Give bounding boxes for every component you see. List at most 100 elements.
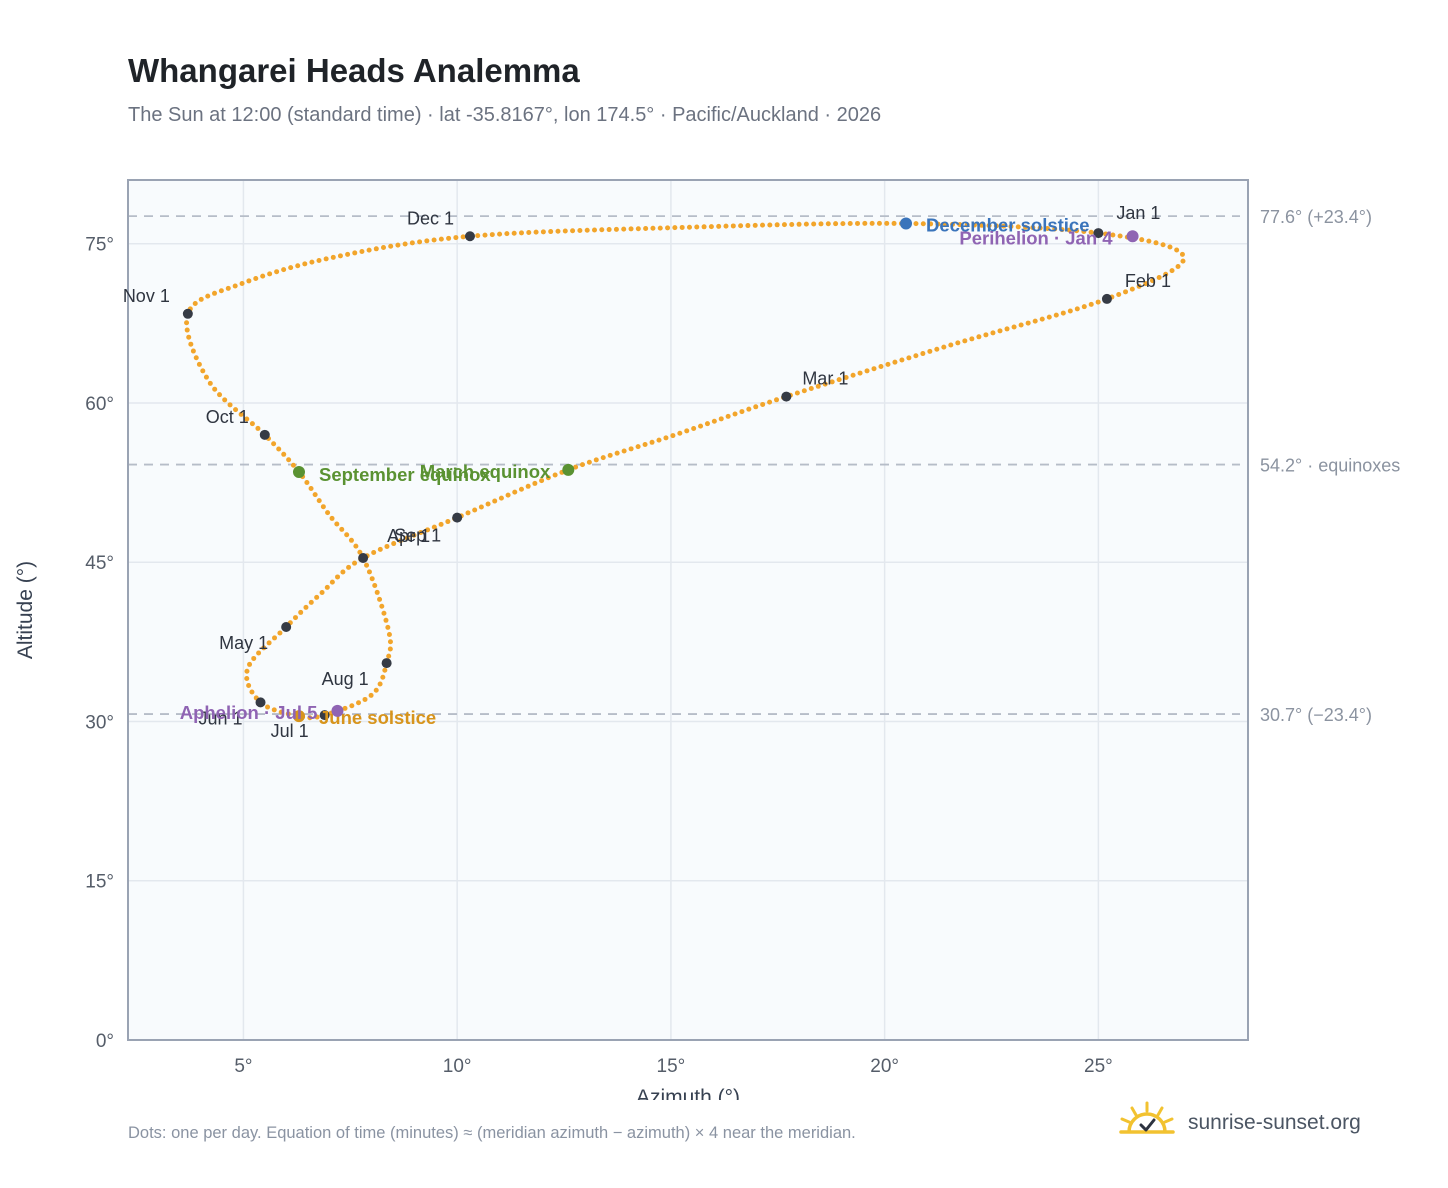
event-marker	[900, 217, 913, 230]
day-dot	[388, 243, 394, 249]
day-dot	[526, 230, 532, 236]
day-dot	[789, 221, 795, 227]
day-dot	[278, 709, 284, 715]
day-dot	[205, 293, 211, 299]
day-dot	[986, 223, 992, 229]
day-dot	[372, 583, 378, 589]
day-dot	[337, 253, 343, 259]
day-dot	[307, 715, 313, 721]
day-dot	[1156, 275, 1162, 281]
day-dot	[971, 222, 977, 228]
day-dot	[811, 221, 817, 227]
day-dot	[732, 411, 738, 417]
day-dot	[1088, 229, 1094, 235]
day-dot	[942, 221, 948, 227]
day-dot	[342, 705, 348, 711]
event-label: Aphelion · Jul 5	[180, 702, 318, 723]
day-dot	[377, 546, 383, 552]
day-dot	[1117, 233, 1123, 239]
day-dot	[525, 483, 531, 489]
day-dot	[679, 224, 685, 230]
day-dot	[1139, 237, 1145, 243]
y-axis-label: Altitude (°)	[14, 561, 37, 659]
day-dot	[607, 452, 613, 458]
x-tick-label: 5°	[234, 1056, 252, 1077]
day-dot	[190, 348, 196, 354]
reference-line-label: 77.6° (+23.4°)	[1260, 207, 1372, 227]
day-dot	[489, 232, 495, 238]
day-dot	[381, 610, 387, 616]
day-dot	[266, 640, 272, 646]
day-dot	[212, 290, 218, 296]
day-dot	[368, 692, 374, 698]
day-dot	[1032, 318, 1038, 324]
day-dot	[424, 238, 430, 244]
day-dot	[261, 645, 267, 651]
day-dot	[708, 224, 714, 230]
day-dot	[472, 507, 478, 513]
day-dot	[586, 459, 592, 465]
day-dot	[1023, 224, 1029, 230]
day-dot	[377, 596, 383, 602]
day-dot	[387, 639, 393, 645]
day-dot	[1129, 286, 1135, 292]
day-dot	[614, 450, 620, 456]
month-marker	[464, 231, 475, 242]
day-dot	[899, 357, 905, 363]
y-tick-label: 45°	[85, 553, 114, 574]
day-dot	[344, 532, 350, 538]
day-dot	[265, 704, 271, 710]
day-dot	[1116, 291, 1122, 297]
day-dot	[964, 222, 970, 228]
day-dot	[1143, 281, 1149, 287]
day-dot	[628, 446, 634, 452]
event-marker	[562, 463, 575, 476]
day-dot	[570, 228, 576, 234]
day-dot	[417, 239, 423, 245]
day-dot	[329, 579, 335, 585]
day-dot	[1136, 283, 1142, 289]
day-dot	[438, 236, 444, 242]
day-dot	[386, 631, 392, 637]
day-dot	[312, 492, 318, 498]
month-marker	[381, 658, 392, 669]
day-dot	[238, 411, 244, 417]
day-dot	[774, 222, 780, 228]
day-dot	[600, 455, 606, 461]
day-dot	[1174, 247, 1180, 253]
day-dot	[913, 221, 919, 227]
day-dot	[920, 221, 926, 227]
day-dot	[794, 390, 800, 396]
plot-area	[128, 180, 1248, 1040]
day-dot	[1025, 320, 1031, 326]
day-dot	[281, 451, 287, 457]
day-dot	[1081, 304, 1087, 310]
day-dot	[533, 229, 539, 235]
x-axis-label: Azimuth (°)	[636, 1086, 740, 1100]
day-dot	[485, 501, 491, 507]
day-dot	[369, 576, 375, 582]
day-dot	[686, 224, 692, 230]
day-dot	[815, 383, 821, 389]
day-dot	[885, 361, 891, 367]
day-dot	[599, 227, 605, 233]
event-label: June solstice	[319, 707, 436, 728]
day-dot	[512, 489, 518, 495]
day-dot	[352, 250, 358, 256]
month-label: Feb 1	[1125, 271, 1171, 291]
brand[interactable]: sunrise-sunset.org	[1118, 1100, 1361, 1146]
day-dot	[324, 584, 330, 590]
event-marker	[292, 465, 305, 478]
day-dot	[635, 444, 641, 450]
day-dot	[1030, 225, 1036, 231]
day-dot	[364, 562, 370, 568]
day-dot	[295, 263, 301, 269]
day-dot	[271, 707, 277, 713]
day-dot	[650, 225, 656, 231]
day-dot	[323, 256, 329, 262]
day-dot	[1067, 308, 1073, 314]
day-dot	[288, 265, 294, 271]
day-dot	[670, 433, 676, 439]
day-dot	[746, 406, 752, 412]
day-dot	[498, 495, 504, 501]
